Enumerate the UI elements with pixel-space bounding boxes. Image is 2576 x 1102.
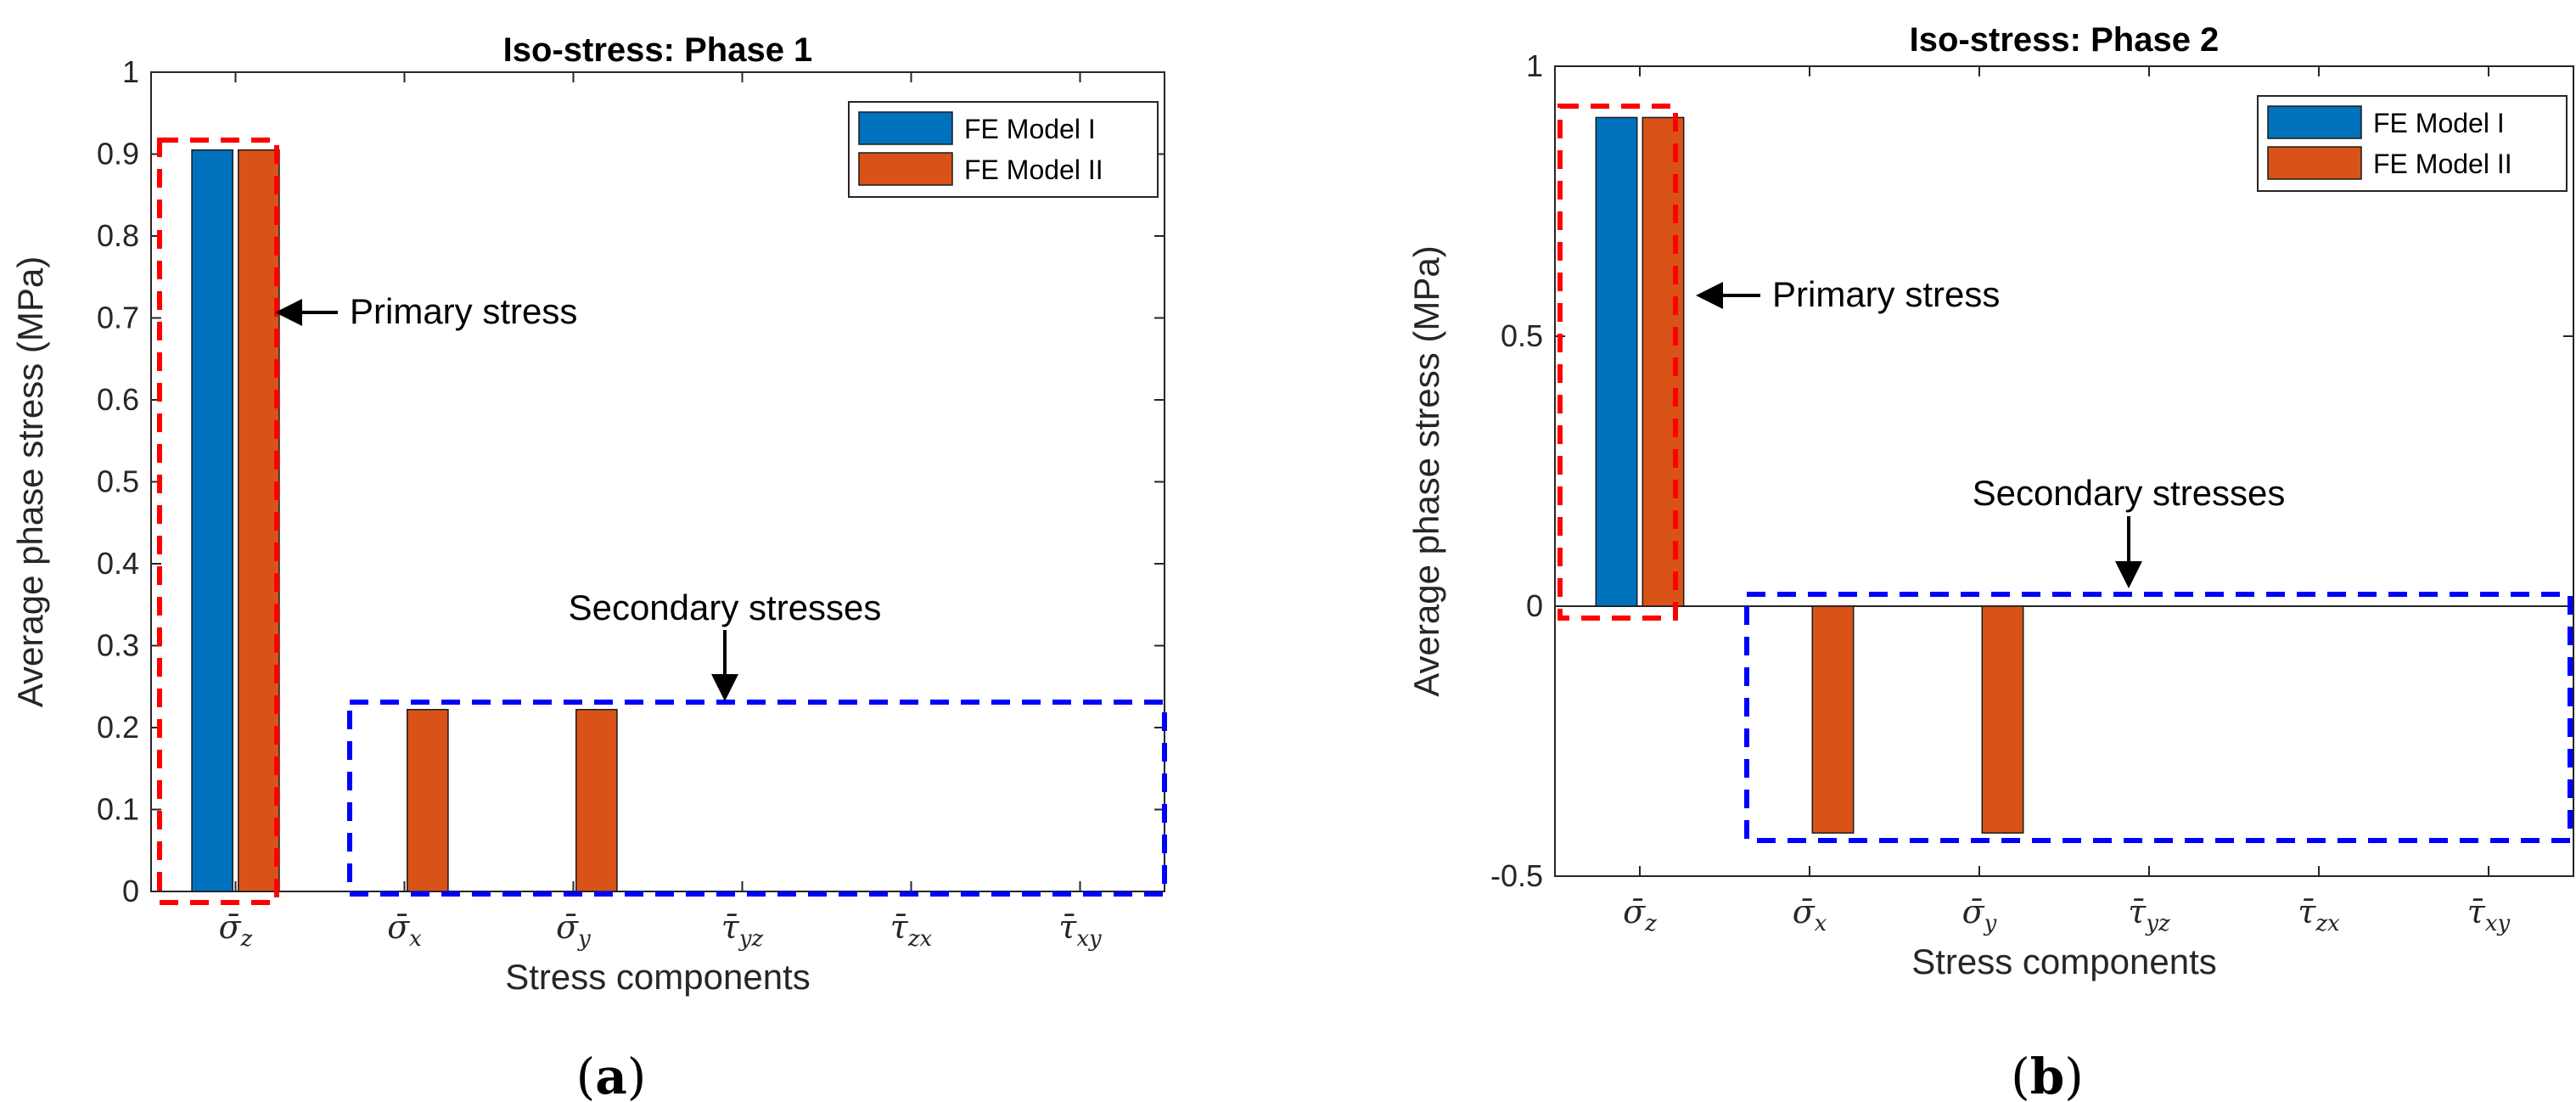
- bar: [1811, 605, 1855, 834]
- x-tick-label: τ̄xy: [1058, 908, 1102, 952]
- x-axis-label: Stress components: [505, 957, 811, 997]
- legend-swatch: [2267, 105, 2362, 139]
- y-tick-label: 0.4: [97, 546, 139, 581]
- secondary-stress-box: [347, 700, 1167, 897]
- bar: [191, 149, 233, 892]
- bar: [1981, 605, 2024, 834]
- y-tick-label: 0: [122, 874, 139, 908]
- y-tick-label: 0.7: [97, 301, 139, 335]
- panel-b: -0.5 0 0.5 1 σ̄z σ̄x σ̄y τ̄yz τ̄zx τ̄xy Iso-stress…: [1406, 21, 2574, 1102]
- y-tick-label: 0.6: [97, 382, 139, 417]
- x-tick-label: σ̄x: [387, 908, 422, 952]
- primary-stress-box: [1557, 104, 1678, 621]
- legend-label: FE Model I: [2373, 108, 2505, 138]
- x-tick-label: σ̄z: [1623, 893, 1657, 936]
- y-tick-label: 0.2: [97, 710, 139, 745]
- legend: FE Model I FE Model II: [848, 101, 1159, 198]
- y-tick-label: 0: [1526, 588, 1543, 623]
- legend-swatch: [2267, 146, 2362, 180]
- y-axis-label: Average phase stress (MPa): [10, 256, 50, 707]
- y-tick-label: 0.3: [97, 628, 139, 663]
- panel-label: (a): [576, 1048, 647, 1102]
- x-axis-label: Stress components: [1911, 942, 2217, 981]
- x-tick-label: σ̄x: [1793, 893, 1827, 936]
- legend: FE Model I FE Model II: [2257, 95, 2568, 192]
- y-tick-label: 0.1: [97, 792, 139, 827]
- x-tick-label: τ̄zx: [2298, 893, 2340, 936]
- legend-label: FE Model II: [964, 155, 1103, 185]
- x-tick-label: σ̄z: [219, 908, 253, 952]
- x-tick-label: τ̄zx: [890, 908, 933, 952]
- secondary-stress-box: [1744, 592, 2573, 843]
- legend-label: FE Model I: [964, 114, 1096, 144]
- y-axis-label: Average phase stress (MPa): [1406, 245, 1446, 696]
- x-tick-label: σ̄y: [1962, 893, 1997, 936]
- y-tick-label: -0.5: [1490, 858, 1543, 893]
- x-tick-label: τ̄yz: [2128, 893, 2170, 936]
- x-tick-label: τ̄xy: [2467, 893, 2511, 936]
- secondary-stress-label: Secondary stresses: [1973, 473, 2286, 513]
- bar: [238, 149, 280, 892]
- bar: [1595, 116, 1638, 607]
- secondary-stress-label: Secondary stresses: [569, 588, 882, 627]
- bar: [575, 709, 618, 892]
- panel-a: 0 0.1 0.2 0.3 0.4 0.5 0.6 0.7 0.8 0.9 1 σ̄z σ̄x σ̄y τ̄…: [10, 31, 1167, 1102]
- x-tick-label: τ̄yz: [721, 908, 764, 952]
- primary-stress-label: Primary stress: [1772, 274, 2000, 314]
- legend-swatch: [858, 111, 953, 145]
- legend-swatch: [858, 152, 953, 186]
- y-tick-label: 0.5: [1501, 318, 1543, 353]
- primary-stress-label: Primary stress: [350, 291, 577, 331]
- x-tick-label: σ̄y: [556, 908, 591, 952]
- y-tick-label: 0.9: [97, 137, 139, 171]
- axes-box: [1554, 65, 2574, 877]
- bar: [407, 709, 449, 892]
- y-tick-label: 1: [122, 54, 139, 89]
- panel-label: (b): [2011, 1048, 2084, 1102]
- legend-label: FE Model II: [2373, 149, 2512, 179]
- y-tick-label: 0.8: [97, 218, 139, 253]
- chart-title: Iso-stress: Phase 2: [1910, 21, 2220, 59]
- y-tick-label: 0.5: [97, 464, 139, 499]
- y-tick-label: 1: [1526, 48, 1543, 83]
- chart-title: Iso-stress: Phase 1: [503, 31, 813, 69]
- primary-stress-box: [157, 138, 279, 905]
